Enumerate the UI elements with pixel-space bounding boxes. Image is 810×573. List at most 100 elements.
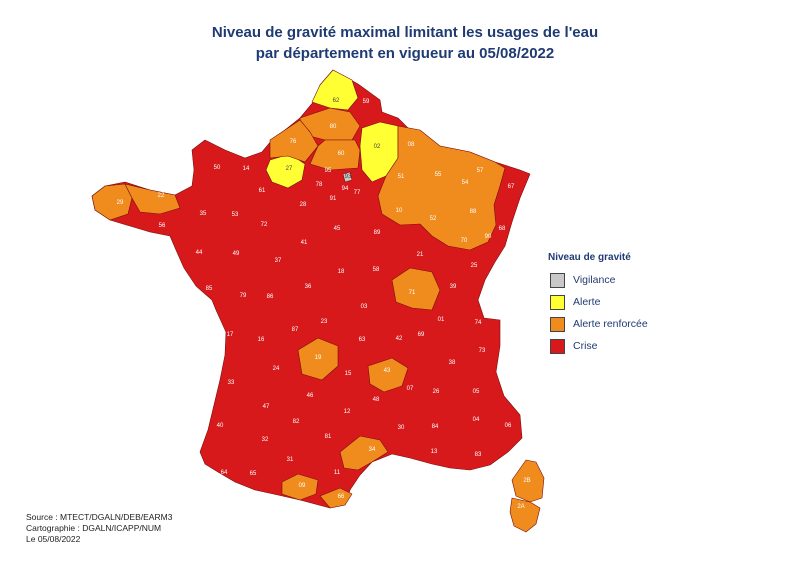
dept-label-64: 64 (221, 470, 228, 476)
dept-label-26: 26 (433, 389, 440, 395)
dept-22-shape (124, 183, 181, 215)
dept-label-66: 66 (338, 494, 345, 500)
legend-item-vigilance: Vigilance (548, 269, 648, 291)
dept-label-76: 76 (290, 139, 297, 145)
map-title: Niveau de gravité maximal limitant les u… (0, 22, 810, 64)
dept-label-57: 57 (477, 168, 484, 174)
dept-label-87: 87 (292, 327, 299, 333)
dept-label-2A: 2A (517, 504, 524, 510)
dept-label-23: 23 (321, 319, 328, 325)
dept-label-04: 04 (473, 417, 480, 423)
dept-label-67: 67 (508, 184, 515, 190)
dept-label-05: 05 (473, 389, 480, 395)
dept-label-58: 58 (373, 267, 380, 273)
dept-label-34: 34 (369, 447, 376, 453)
legend-swatch-alerte (550, 294, 565, 310)
dept-label-41: 41 (301, 240, 308, 246)
dept-label-83: 83 (475, 452, 482, 458)
legend-label-crise: Crise (573, 340, 598, 352)
dept-label-72: 72 (261, 222, 268, 228)
east-orange-block (377, 125, 506, 251)
dept-09-shape (281, 473, 319, 501)
dept-label-55: 55 (435, 172, 442, 178)
dept-label-39: 39 (450, 284, 457, 290)
corsica-2A (509, 497, 541, 533)
legend-item-crise: Crise (548, 335, 648, 357)
dept-label-28: 28 (300, 202, 307, 208)
dept-label-17: 17 (227, 332, 234, 338)
dept-label-86: 86 (267, 294, 274, 300)
dept-label-95: 95 (325, 168, 332, 174)
dept-label-44: 44 (196, 250, 203, 256)
dept-93-shape (342, 171, 353, 183)
dept-label-30: 30 (398, 425, 405, 431)
dept-60-shape (309, 139, 361, 171)
dept-label-85: 85 (206, 286, 213, 292)
credits: Source : MTECT/DGALN/DEB/EARM3 Cartograp… (26, 512, 172, 545)
dept-label-06: 06 (505, 423, 512, 429)
legend-title: Niveau de gravité (548, 252, 631, 263)
dept-label-43: 43 (384, 368, 391, 374)
legend-label-alerte-renforcee: Alerte renforcée (573, 318, 648, 330)
dept-label-37: 37 (275, 258, 282, 264)
dept-label-91: 91 (330, 196, 337, 202)
dept-34-shape (339, 435, 389, 471)
dept-label-2B: 2B (523, 478, 530, 484)
dept-label-90: 90 (485, 234, 492, 240)
dept-label-13: 13 (431, 449, 438, 455)
dept-label-14: 14 (243, 166, 250, 172)
dept-label-07: 07 (407, 386, 414, 392)
dept-label-82: 82 (293, 419, 300, 425)
dept-label-33: 33 (228, 380, 235, 386)
dept-label-74: 74 (475, 320, 482, 326)
dept-label-40: 40 (217, 423, 224, 429)
dept-label-60: 60 (338, 151, 345, 157)
dept-label-65: 65 (250, 471, 257, 477)
dept-66-shape (319, 487, 353, 509)
dept-label-32: 32 (262, 437, 269, 443)
legend-swatch-alerte-renforcee (550, 316, 565, 332)
dept-label-16: 16 (258, 337, 265, 343)
dept-label-94: 94 (342, 186, 349, 192)
dept-labels: 62 59 80 02 08 76 60 27 95 78 93 94 77 91 51 55 57 54 67 50… (117, 98, 531, 510)
dept-label-03: 03 (361, 304, 368, 310)
map-regions (91, 69, 545, 533)
credits-source: Source : MTECT/DGALN/DEB/EARM3 (26, 512, 173, 522)
legend-label-vigilance: Vigilance (573, 274, 616, 286)
dept-29-shape (91, 183, 133, 221)
dept-label-78: 78 (316, 182, 323, 188)
map-title-line1: Niveau de gravité maximal limitant les u… (211, 24, 599, 41)
dept-label-73: 73 (479, 348, 486, 354)
dept-label-69: 69 (418, 332, 425, 338)
dept-label-81: 81 (325, 434, 332, 440)
dept-label-09: 09 (299, 483, 306, 489)
dept-label-12: 12 (344, 409, 351, 415)
dept-label-02: 02 (374, 144, 381, 150)
dept-label-48: 48 (373, 397, 380, 403)
dept-label-68: 68 (499, 226, 506, 232)
dept-label-59: 59 (363, 99, 370, 105)
dept-label-19: 19 (315, 355, 322, 361)
legend-item-alerte: Alerte (548, 291, 648, 313)
dept-76-shape (269, 119, 319, 163)
dept-label-80: 80 (330, 124, 337, 130)
dept-label-56: 56 (159, 223, 166, 229)
dept-label-51: 51 (398, 174, 405, 180)
legend: Niveau de gravité Vigilance Alerte Alert… (548, 252, 648, 357)
dept-label-52: 52 (430, 216, 437, 222)
dept-label-49: 49 (233, 251, 240, 257)
corsica-2B (511, 459, 545, 503)
dept-62-shape (311, 69, 359, 111)
dept-label-08: 08 (408, 142, 415, 148)
dept-label-61: 61 (259, 188, 266, 194)
dept-label-42: 42 (396, 336, 403, 342)
dept-label-38: 38 (449, 360, 456, 366)
dept-label-24: 24 (273, 366, 280, 372)
dept-label-84: 84 (432, 424, 439, 430)
dept-71-shape (391, 267, 441, 311)
dept-label-10: 10 (396, 208, 403, 214)
dept-label-29: 29 (117, 200, 124, 206)
dept-label-77: 77 (354, 190, 361, 196)
dept-label-70: 70 (461, 238, 468, 244)
dept-label-47: 47 (263, 404, 270, 410)
